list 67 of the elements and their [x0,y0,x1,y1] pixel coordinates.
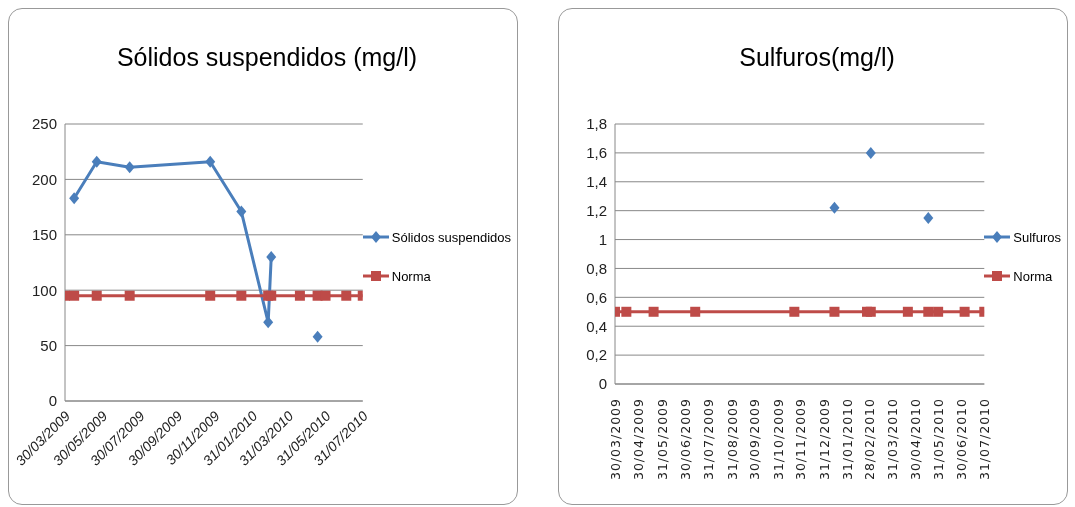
x-tick-label: 30/09/2009 [747,398,763,481]
y-tick-label: 1,2 [586,201,607,219]
point [312,330,323,343]
point [91,155,102,168]
x-tick-label: 31/01/2010 [840,398,856,481]
point [341,290,352,301]
point [959,306,970,317]
y-tick-label: 200 [31,170,57,188]
point [865,306,876,317]
point [648,306,659,317]
legend-label: Norma [391,268,431,284]
point [124,161,135,174]
x-tick-label: 31/07/2010 [977,398,993,481]
point [690,306,701,317]
point [865,146,876,159]
y-tick-label: 0 [48,392,57,410]
point [789,306,800,317]
x-tick-label: 30/06/2010 [953,398,969,481]
y-tick-label: 1,4 [586,173,607,191]
y-tick-label: 100 [31,281,57,299]
x-tick-label: 30/06/2009 [677,398,693,481]
point [294,290,305,301]
legend-label: Sólidos suspendidos [391,229,511,245]
point [236,205,247,218]
y-tick-label: 0,4 [586,317,607,335]
point [829,201,840,214]
x-tick-label: 31/05/2009 [654,398,670,481]
chart-title: Sólidos suspendidos (mg/l) [115,43,419,72]
point [621,306,632,317]
x-tick-label: 31/10/2009 [770,398,786,481]
x-tick-label: 30/11/2009 [793,398,809,481]
legend-label: Sulfuros [1013,229,1061,245]
y-tick-label: 1 [598,230,607,248]
y-tick-label: 1,8 [586,115,607,133]
point [205,290,216,301]
point [829,306,840,317]
point [69,192,80,205]
y-tick-label: 0,8 [586,259,607,277]
point [205,155,216,168]
y-tick-label: 250 [31,115,57,133]
y-tick-label: 50 [40,336,57,354]
y-tick-label: 0 [598,375,607,393]
x-tick-label: 30/04/2010 [907,398,923,481]
point [124,290,135,301]
y-tick-label: 0,2 [586,346,607,364]
x-tick-label: 31/05/2010 [931,398,947,481]
point [69,290,80,301]
y-tick-label: 1,6 [586,144,607,162]
x-tick-label: 28/02/2010 [861,398,877,481]
x-tick-label: 31/07/2009 [701,398,717,481]
legend-label: Norma [1013,268,1053,284]
x-tick-label: 31/03/2010 [884,398,900,481]
point [266,250,277,263]
y-tick-label: 150 [31,226,57,244]
x-tick-label: 31/08/2009 [724,398,740,481]
point [320,290,331,301]
point [923,211,934,224]
chart-title: Sulfuros(mg/l) [738,43,896,72]
point [933,306,944,317]
y-tick-label: 0,6 [586,288,607,306]
point [236,290,247,301]
x-tick-label: 30/04/2009 [631,398,647,481]
x-tick-label: 31/12/2009 [816,398,832,481]
point [923,306,934,317]
point [902,306,913,317]
point [91,290,102,301]
x-tick-label: 30/03/2009 [608,398,623,481]
